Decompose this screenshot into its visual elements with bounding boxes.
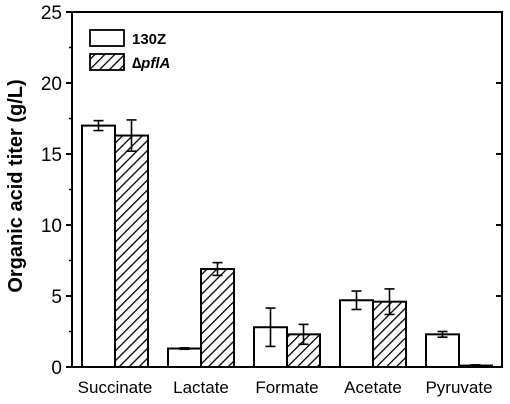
legend-label-1: 130Z [132, 31, 166, 48]
bar-succinate-series-1 [81, 124, 116, 368]
y-tick-label-10: 10 [41, 216, 62, 237]
bar-succinate-series-2 [114, 134, 149, 368]
y-tick-label-5: 5 [51, 287, 62, 308]
bar-lactate-series-1 [167, 347, 202, 369]
x-tick-label-acetate: Acetate [344, 378, 402, 397]
legend-swatch-2 [89, 53, 125, 71]
x-tick-label-pyruvate: Pyruvate [425, 378, 492, 397]
y-tick-label-20: 20 [41, 74, 62, 95]
bar-pyruvate-series-1 [425, 333, 460, 368]
y-tick-label-15: 15 [41, 145, 62, 166]
x-tick-label-succinate: Succinate [78, 378, 153, 397]
bar-lactate-series-2 [200, 268, 235, 368]
x-tick-label-formate: Formate [255, 378, 318, 397]
y-tick-label-25: 25 [41, 3, 62, 24]
legend-swatch-1 [89, 29, 125, 47]
y-axis-title: Organic acid titer (g/L) [5, 79, 27, 292]
x-tick-label-lactate: Lactate [173, 378, 229, 397]
legend-label-2: ∆pflA [132, 55, 170, 72]
y-tick-label-0: 0 [51, 358, 62, 379]
